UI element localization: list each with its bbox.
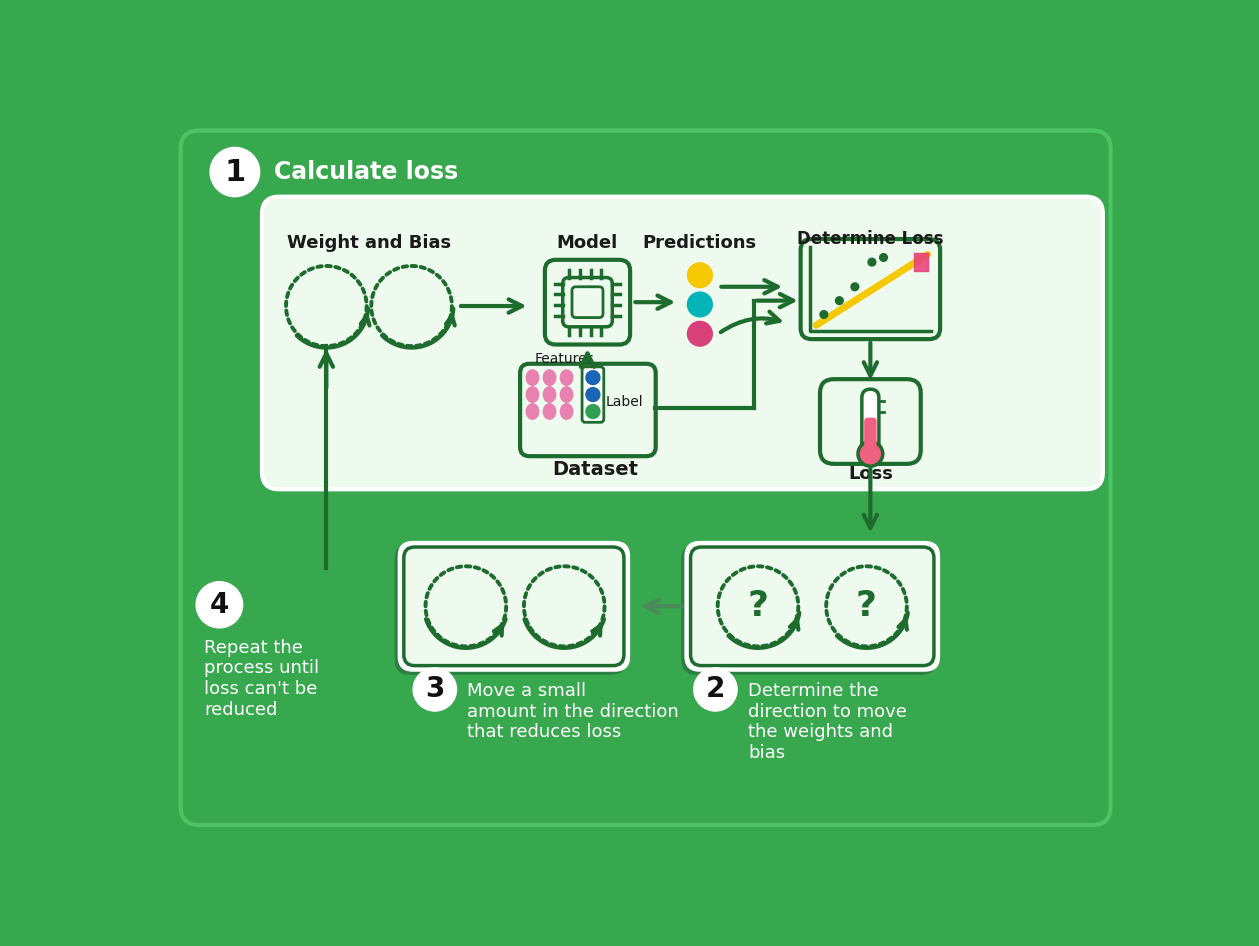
Circle shape (694, 668, 737, 711)
Ellipse shape (560, 370, 573, 385)
Ellipse shape (526, 387, 539, 402)
FancyBboxPatch shape (404, 547, 624, 666)
Circle shape (820, 310, 827, 319)
Text: Repeat the
process until
loss can't be
reduced: Repeat the process until loss can't be r… (204, 639, 319, 719)
Circle shape (196, 582, 243, 628)
Text: Determine the
direction to move
the weights and
bias: Determine the direction to move the weig… (748, 682, 906, 762)
Text: Loss: Loss (849, 464, 893, 482)
Ellipse shape (544, 370, 555, 385)
FancyBboxPatch shape (545, 260, 630, 344)
FancyBboxPatch shape (180, 131, 1110, 825)
FancyBboxPatch shape (582, 367, 604, 422)
Ellipse shape (560, 404, 573, 419)
Circle shape (880, 254, 888, 261)
Text: Label: Label (606, 395, 643, 410)
Ellipse shape (544, 387, 555, 402)
Circle shape (867, 258, 876, 266)
Text: ?: ? (856, 589, 878, 623)
Text: Dataset: Dataset (553, 460, 638, 479)
FancyBboxPatch shape (685, 541, 940, 672)
Text: Predictions: Predictions (643, 234, 757, 252)
FancyBboxPatch shape (801, 239, 940, 339)
Ellipse shape (560, 387, 573, 402)
FancyBboxPatch shape (398, 541, 630, 672)
Text: Move a small
amount in the direction
that reduces loss: Move a small amount in the direction tha… (467, 682, 679, 742)
Text: Model: Model (556, 234, 618, 252)
Circle shape (413, 668, 457, 711)
Circle shape (857, 442, 883, 466)
Ellipse shape (526, 370, 539, 385)
FancyBboxPatch shape (572, 287, 603, 318)
Text: Calculate loss: Calculate loss (273, 160, 458, 184)
FancyBboxPatch shape (681, 544, 937, 674)
Circle shape (687, 292, 713, 317)
FancyBboxPatch shape (820, 379, 920, 464)
Circle shape (585, 405, 599, 418)
Circle shape (210, 148, 259, 197)
Circle shape (851, 283, 859, 290)
FancyBboxPatch shape (262, 197, 1103, 489)
FancyBboxPatch shape (563, 277, 612, 326)
Text: Features: Features (534, 352, 594, 366)
Text: Weight and Bias: Weight and Bias (287, 234, 451, 252)
Text: 2: 2 (706, 675, 725, 704)
Circle shape (687, 263, 713, 288)
Ellipse shape (526, 404, 539, 419)
FancyBboxPatch shape (691, 547, 934, 666)
FancyBboxPatch shape (862, 389, 879, 454)
Ellipse shape (544, 404, 555, 419)
Circle shape (585, 371, 599, 385)
Text: Determine Loss: Determine Loss (797, 230, 944, 248)
Text: ?: ? (748, 589, 768, 623)
FancyBboxPatch shape (394, 544, 627, 674)
FancyBboxPatch shape (864, 418, 876, 454)
Text: 1: 1 (224, 158, 246, 186)
Circle shape (687, 322, 713, 346)
FancyBboxPatch shape (520, 364, 656, 456)
Text: 3: 3 (426, 675, 444, 704)
Circle shape (836, 297, 844, 305)
Circle shape (585, 388, 599, 401)
Text: 4: 4 (210, 591, 229, 619)
